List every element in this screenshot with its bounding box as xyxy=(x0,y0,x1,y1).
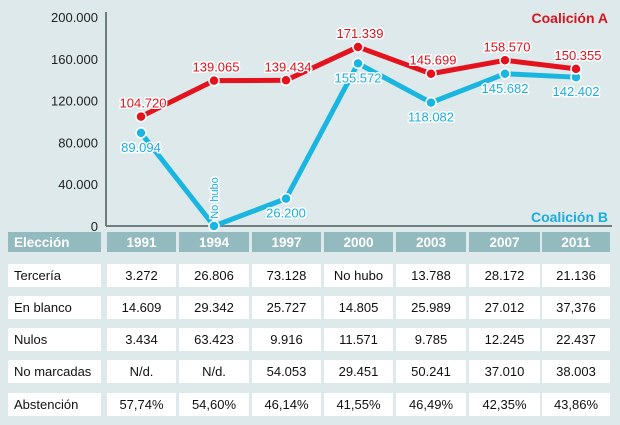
axes: 0 40.000 80.000 120.000 160.000 200.000 xyxy=(51,10,612,232)
table-cell: 13.788 xyxy=(396,264,466,287)
table-cell: 14.805 xyxy=(324,296,393,319)
table-cell: 28.172 xyxy=(469,264,540,287)
table-cell: N/d. xyxy=(179,360,249,383)
data-point xyxy=(280,74,292,87)
table-cell: 41,55% xyxy=(324,393,393,416)
table-cell: 38.003 xyxy=(542,360,610,383)
table-cell: 11.571 xyxy=(324,328,393,351)
data-label: 139.065 xyxy=(193,60,240,75)
data-label: 139.434 xyxy=(265,59,312,74)
data-label: 104.720 xyxy=(120,96,167,111)
table-cell: 37,376 xyxy=(542,296,610,319)
data-label: 142.402 xyxy=(553,84,600,99)
table-cell: 29.342 xyxy=(179,296,249,319)
table-cell: 73.128 xyxy=(252,264,321,287)
table-cell: 9.785 xyxy=(396,328,466,351)
data-label: 26.200 xyxy=(266,206,306,221)
table-header-cell: 2007 xyxy=(469,232,540,252)
data-label: 118.082 xyxy=(408,110,454,125)
table-cell: 12.245 xyxy=(469,328,540,351)
table-cell: 42,35% xyxy=(469,393,540,416)
table-cell: No hubo xyxy=(324,264,393,287)
table-cell: 21.136 xyxy=(542,264,610,287)
y-tick-label: 0 xyxy=(91,219,98,232)
legend-coalicion-b: Coalición B xyxy=(531,209,608,225)
table-cell: 29.451 xyxy=(324,360,393,383)
y-tick-label: 200.000 xyxy=(51,10,98,25)
data-point xyxy=(425,67,437,80)
row-label: Abstención xyxy=(8,393,101,416)
table-header-cell: Elección xyxy=(8,232,101,252)
legend-coalicion-a: Coalición A xyxy=(532,10,609,26)
table-cell: 26.806 xyxy=(179,264,249,287)
data-label: 145.682 xyxy=(482,81,529,96)
table-cell: 46,14% xyxy=(252,393,321,416)
series-layer: 89.094 No hubo 26.200 155.572 118.082 145.682… xyxy=(118,10,609,232)
data-point xyxy=(208,74,220,87)
data-label: 155.572 xyxy=(335,70,382,85)
table-cell: 57,74% xyxy=(107,393,176,416)
y-tick-label: 160.000 xyxy=(51,52,98,67)
table-cell: 9.916 xyxy=(252,328,321,351)
table-cell: 54,60% xyxy=(179,393,249,416)
table-cell: 22.437 xyxy=(542,328,610,351)
data-point xyxy=(208,220,220,232)
y-tick-label: 120.000 xyxy=(51,94,98,109)
row-label: Tercería xyxy=(8,264,101,287)
y-tick-label: 80.000 xyxy=(58,135,98,150)
y-tick-label: 40.000 xyxy=(58,177,98,192)
row-label: En blanco xyxy=(8,296,101,319)
table-header-cell: 2000 xyxy=(324,232,393,252)
data-point xyxy=(499,68,511,80)
table-header-cell: 1991 xyxy=(107,232,176,252)
table-cell: 3.272 xyxy=(107,264,176,287)
data-label: 171.339 xyxy=(337,26,384,41)
table-header-cell: 1997 xyxy=(252,232,321,252)
table-cell: 25.989 xyxy=(396,296,466,319)
table-cell: 63.423 xyxy=(179,328,249,351)
data-label: 158.570 xyxy=(484,39,531,54)
table-header-cell: 2011 xyxy=(542,232,610,252)
table-cell: 37.010 xyxy=(469,360,540,383)
data-point xyxy=(135,110,147,123)
data-point xyxy=(425,96,437,109)
table-header-cell: 1994 xyxy=(179,232,249,252)
data-label: 89.094 xyxy=(121,140,161,155)
table-header-cell: 2003 xyxy=(396,232,466,252)
table-cell: 3.434 xyxy=(107,328,176,351)
data-label: 145.699 xyxy=(410,53,457,68)
row-label: Nulos xyxy=(8,328,101,351)
data-point xyxy=(352,57,364,70)
table-cell: 25.727 xyxy=(252,296,321,319)
data-label: No hubo xyxy=(209,177,221,219)
table-cell: 43,86% xyxy=(542,393,610,416)
data-point xyxy=(352,41,364,53)
table-cell: 14.609 xyxy=(107,296,176,319)
table-cell: 46,49% xyxy=(396,393,466,416)
table-cell: 54.053 xyxy=(252,360,321,383)
table-cell: 27.012 xyxy=(469,296,540,319)
data-point xyxy=(499,54,511,67)
table-cell: 50.241 xyxy=(396,360,466,383)
line-chart: 0 40.000 80.000 120.000 160.000 200.000 89.09… xyxy=(51,10,612,232)
data-point xyxy=(570,63,582,75)
table-cell: N/d. xyxy=(107,360,176,383)
row-label: No marcadas xyxy=(8,360,101,383)
data-point xyxy=(135,127,147,139)
data-label: 150.355 xyxy=(555,48,602,63)
data-point xyxy=(280,192,292,205)
